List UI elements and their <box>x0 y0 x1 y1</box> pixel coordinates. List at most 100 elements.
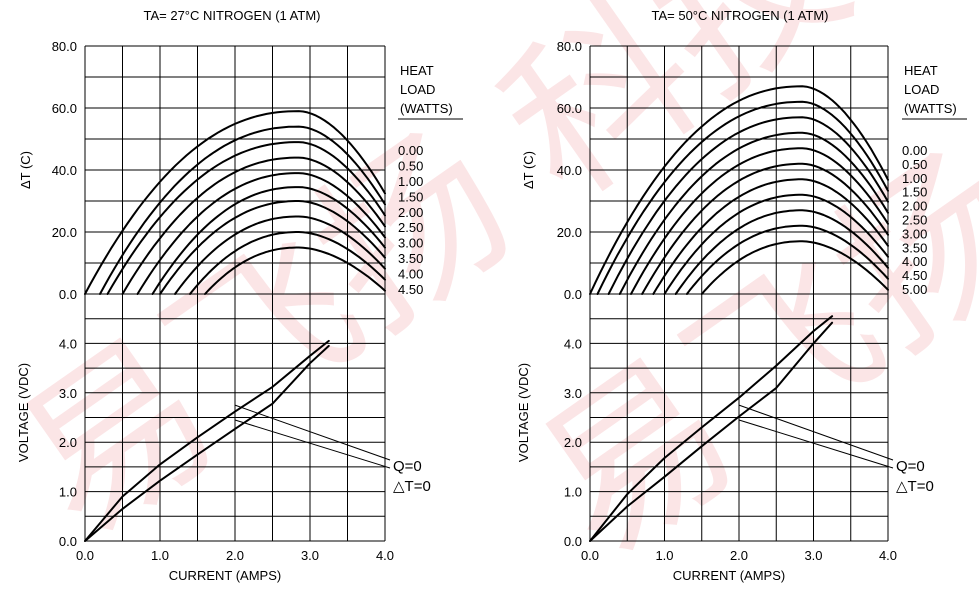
heat-load-curve-5-00 <box>700 240 889 295</box>
ytick-label-top: 60.0 <box>52 101 77 116</box>
xtick-label: 4.0 <box>879 548 897 563</box>
heat-load-curve-2-00 <box>630 147 889 295</box>
ytick-label-top: 0.0 <box>59 287 77 302</box>
legend-title-line: (WATTS) <box>400 101 453 116</box>
legend-entry: 4.00 <box>902 254 927 269</box>
heat-load-curve-3-50 <box>174 215 386 295</box>
xtick-label: 0.0 <box>581 548 599 563</box>
heat-load-curve-1-50 <box>121 156 386 295</box>
xtick-label: 3.0 <box>301 548 319 563</box>
ytick-label-top: 80.0 <box>52 39 77 54</box>
heat-load-curve-2-50 <box>641 162 889 295</box>
legend-title-line: LOAD <box>400 82 435 97</box>
heat-load-curve-0-00 <box>84 110 386 295</box>
legend-entry: 1.00 <box>398 174 423 189</box>
ytick-label-top: 20.0 <box>52 225 77 240</box>
annotation-q0: Q=0 <box>896 458 925 475</box>
legend-entry: 3.50 <box>902 240 927 255</box>
legend-entry: 3.00 <box>398 236 423 251</box>
legend-entry: 5.00 <box>902 282 927 297</box>
xtick-label: 3.0 <box>804 548 822 563</box>
legend-entry: 3.50 <box>398 251 423 266</box>
legend-entry: 0.00 <box>902 143 927 158</box>
ytick-label-top: 40.0 <box>557 163 582 178</box>
ytick-label-bottom: 4.0 <box>564 336 582 351</box>
xtick-label: 0.0 <box>76 548 94 563</box>
xtick-label: 1.0 <box>151 548 169 563</box>
chart-title: TA= 27°C NITROGEN (1 ATM) <box>144 8 321 23</box>
ytick-label-bottom: 2.0 <box>59 435 77 450</box>
ytick-label-bottom: 0.0 <box>564 534 582 549</box>
y-axis-label-bottom: VOLTAGE (VDC) <box>16 363 31 462</box>
ytick-label-bottom: 3.0 <box>59 386 77 401</box>
legend-entry: 4.50 <box>398 282 423 297</box>
voltage-curve-0 <box>589 321 834 542</box>
y-axis-label-bottom: VOLTAGE (VDC) <box>516 363 531 462</box>
ytick-label-bottom: 1.0 <box>564 485 582 500</box>
x-axis-label: CURRENT (AMPS) <box>673 568 785 583</box>
legend-entry: 1.00 <box>902 171 927 186</box>
heat-load-curve-0-50 <box>99 125 386 295</box>
annotation-q0: Q=0 <box>393 458 422 475</box>
legend-entry: 2.50 <box>398 220 423 235</box>
legend-entry: 2.00 <box>398 205 423 220</box>
ytick-label-bottom: 0.0 <box>59 534 77 549</box>
legend-entry: 0.00 <box>398 143 423 158</box>
chart-title: TA= 50°C NITROGEN (1 ATM) <box>652 8 829 23</box>
heat-load-curve-0-00 <box>589 85 889 295</box>
legend-entry: 0.50 <box>398 158 423 173</box>
heat-load-curve-4-00 <box>674 209 889 295</box>
voltage-curve-0 <box>84 344 330 542</box>
annotation-dt0: △T=0 <box>393 478 431 495</box>
legend-title-line: (WATTS) <box>904 101 957 116</box>
y-axis-label-top: ΔT (C) <box>521 151 536 189</box>
xtick-label: 2.0 <box>730 548 748 563</box>
legend-entry: 2.00 <box>902 199 927 214</box>
ytick-label-bottom: 4.0 <box>59 336 77 351</box>
heat-load-curve-4-50 <box>204 246 386 295</box>
ytick-label-top: 0.0 <box>564 287 582 302</box>
ytick-label-top: 40.0 <box>52 163 77 178</box>
legend-entry: 0.50 <box>902 157 927 172</box>
legend-title-line: HEAT <box>904 63 938 78</box>
ytick-label-top: 20.0 <box>557 225 582 240</box>
y-axis-label-top: ΔT (C) <box>18 151 33 189</box>
leader-dt0 <box>738 404 894 461</box>
chart-panel-right: TA= 50°C NITROGEN (1 ATM) 0.0 20.0 40.0 60.0… <box>516 8 967 583</box>
x-axis-label: CURRENT (AMPS) <box>169 568 281 583</box>
heat-load-curve-2-00 <box>136 172 386 295</box>
leader-q0 <box>738 419 894 469</box>
annotation-dt0: △T=0 <box>896 478 934 495</box>
legend-title-line: LOAD <box>904 82 939 97</box>
heat-load-curve-3-00 <box>652 178 889 295</box>
legend-entry: 1.50 <box>902 185 927 200</box>
ytick-label-bottom: 1.0 <box>59 485 77 500</box>
heat-load-curve-1-00 <box>607 116 889 295</box>
ytick-label-bottom: 2.0 <box>564 435 582 450</box>
legend-entry: 4.50 <box>902 268 927 283</box>
heat-load-curve-1-50 <box>618 131 889 295</box>
legend-entry: 1.50 <box>398 189 423 204</box>
heat-load-curve-4-00 <box>189 231 386 295</box>
ytick-label-bottom: 3.0 <box>564 386 582 401</box>
legend-entry: 4.00 <box>398 267 423 282</box>
heat-load-curve-4-50 <box>685 224 889 295</box>
leader-dt0 <box>234 404 391 461</box>
leader-q0 <box>234 419 391 469</box>
heat-load-curve-0-50 <box>596 100 889 295</box>
legend-entry: 2.50 <box>902 213 927 228</box>
heat-load-curve-3-00 <box>159 200 386 295</box>
voltage-curve-1 <box>589 315 834 542</box>
legend-entry: 3.00 <box>902 226 927 241</box>
ytick-label-top: 60.0 <box>557 101 582 116</box>
legend-title-line: HEAT <box>400 63 434 78</box>
chart-panel-left: TA= 27°C NITROGEN (1 ATM) 0.0 20.0 40.0 60.0… <box>16 8 463 583</box>
xtick-label: 2.0 <box>226 548 244 563</box>
voltage-curve-1 <box>84 339 330 542</box>
heat-load-curve-2-50 <box>151 186 386 295</box>
heat-load-curve-3-50 <box>663 193 889 295</box>
xtick-label: 1.0 <box>655 548 673 563</box>
xtick-label: 4.0 <box>376 548 394 563</box>
